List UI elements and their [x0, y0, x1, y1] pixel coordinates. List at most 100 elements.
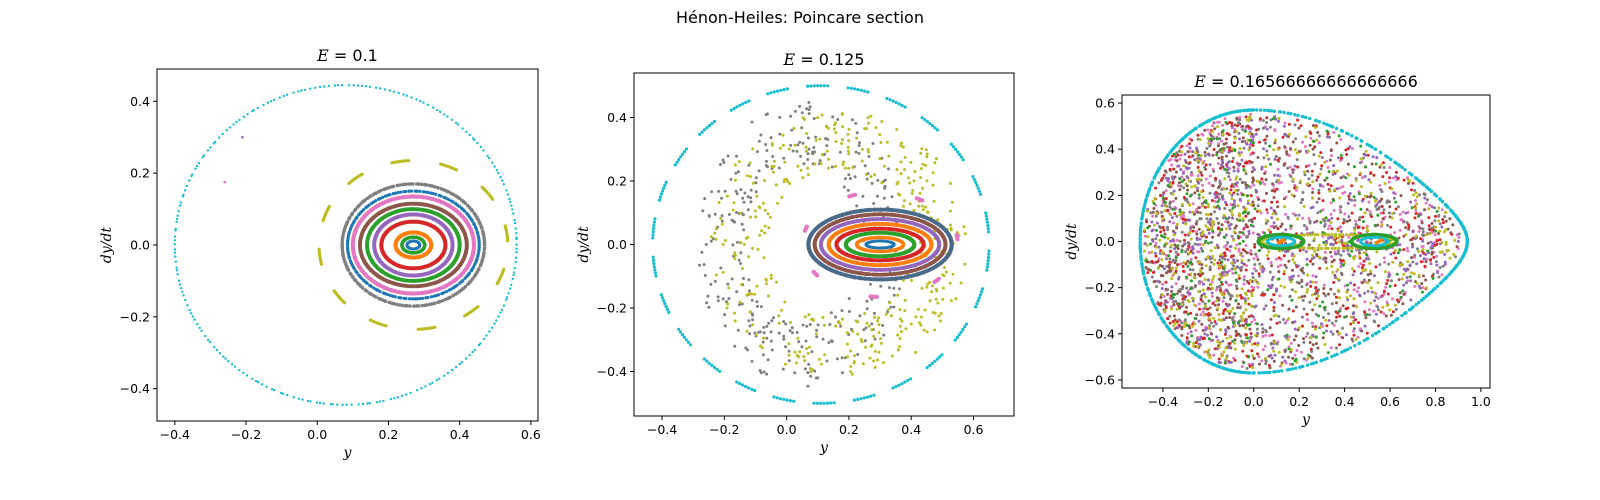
data-point — [769, 339, 773, 343]
data-point — [920, 286, 924, 290]
data-point — [1138, 228, 1143, 233]
data-point — [190, 312, 193, 315]
data-point — [438, 110, 442, 114]
data-point — [1217, 114, 1222, 118]
data-point — [1325, 122, 1329, 127]
data-point — [898, 193, 902, 197]
data-point — [758, 330, 762, 334]
data-point — [1238, 115, 1242, 119]
x-tick-label: 0.2 — [839, 422, 859, 437]
data-point — [816, 323, 820, 327]
data-point — [1186, 247, 1190, 251]
data-point — [707, 214, 711, 218]
data-point — [847, 152, 851, 156]
data-point — [827, 166, 830, 170]
data-point — [713, 119, 717, 123]
data-point — [924, 148, 928, 152]
data-point — [415, 297, 419, 301]
data-point — [667, 310, 671, 314]
data-point — [852, 361, 856, 365]
data-point — [1380, 220, 1383, 224]
data-point — [662, 299, 666, 303]
data-point — [663, 302, 667, 306]
data-point — [659, 293, 663, 297]
data-point — [346, 252, 351, 256]
data-point — [1370, 162, 1374, 166]
data-point — [769, 330, 773, 334]
axes-frame — [633, 72, 1015, 417]
data-point — [1273, 128, 1277, 132]
data-point — [1388, 166, 1392, 169]
data-point — [502, 304, 506, 307]
data-point — [652, 223, 656, 227]
data-point — [811, 150, 815, 154]
data-point — [297, 90, 300, 93]
data-point — [1195, 208, 1199, 211]
data-point — [658, 195, 662, 199]
data-point — [201, 156, 204, 159]
data-point — [340, 238, 345, 242]
data-point — [1354, 136, 1358, 140]
data-point — [830, 339, 833, 343]
data-point — [899, 160, 903, 164]
data-point — [318, 85, 322, 89]
data-point — [869, 282, 872, 286]
data-point — [746, 208, 750, 212]
data-point — [796, 164, 800, 168]
data-point — [880, 181, 884, 185]
data-point — [1260, 371, 1264, 375]
data-point — [1345, 347, 1350, 352]
data-point — [864, 172, 868, 176]
data-point — [1201, 183, 1204, 187]
data-point — [1221, 123, 1225, 127]
data-point — [758, 233, 762, 237]
data-point — [1191, 202, 1195, 206]
data-point — [1398, 212, 1402, 216]
data-point — [447, 197, 451, 202]
data-point — [949, 299, 953, 303]
data-point — [826, 84, 830, 88]
data-point — [709, 239, 713, 243]
data-point — [941, 286, 945, 290]
data-point — [682, 150, 687, 154]
series-3 — [350, 194, 476, 296]
data-point — [1242, 275, 1246, 279]
data-point — [429, 191, 433, 195]
data-point — [788, 329, 792, 333]
data-point — [730, 218, 734, 222]
data-point — [907, 176, 910, 180]
data-point — [346, 247, 350, 251]
data-point — [784, 322, 788, 326]
data-point — [1162, 321, 1167, 325]
data-point — [1143, 202, 1147, 206]
data-point — [509, 200, 512, 203]
data-point — [1303, 145, 1307, 148]
data-point — [739, 241, 743, 245]
data-point — [1199, 313, 1203, 317]
data-point — [758, 369, 762, 372]
data-point — [823, 152, 827, 156]
data-point — [849, 349, 853, 353]
title-variable: E — [1193, 72, 1206, 91]
data-point — [749, 215, 752, 219]
data-point — [741, 102, 745, 106]
data-point — [1433, 233, 1437, 237]
data-point — [1378, 150, 1382, 154]
data-point — [789, 321, 792, 324]
data-point — [200, 329, 203, 332]
data-point — [812, 117, 816, 120]
data-point — [434, 192, 438, 196]
data-point — [705, 301, 709, 305]
data-point — [739, 262, 743, 265]
data-point — [733, 178, 737, 182]
data-point — [861, 362, 865, 366]
data-point — [1363, 300, 1367, 304]
data-point — [782, 397, 786, 401]
data-point — [309, 400, 312, 403]
data-point — [1432, 192, 1437, 196]
data-point — [746, 195, 750, 199]
data-point — [1170, 163, 1174, 167]
data-point — [1384, 154, 1388, 158]
data-point — [919, 176, 922, 180]
data-point — [716, 299, 720, 303]
